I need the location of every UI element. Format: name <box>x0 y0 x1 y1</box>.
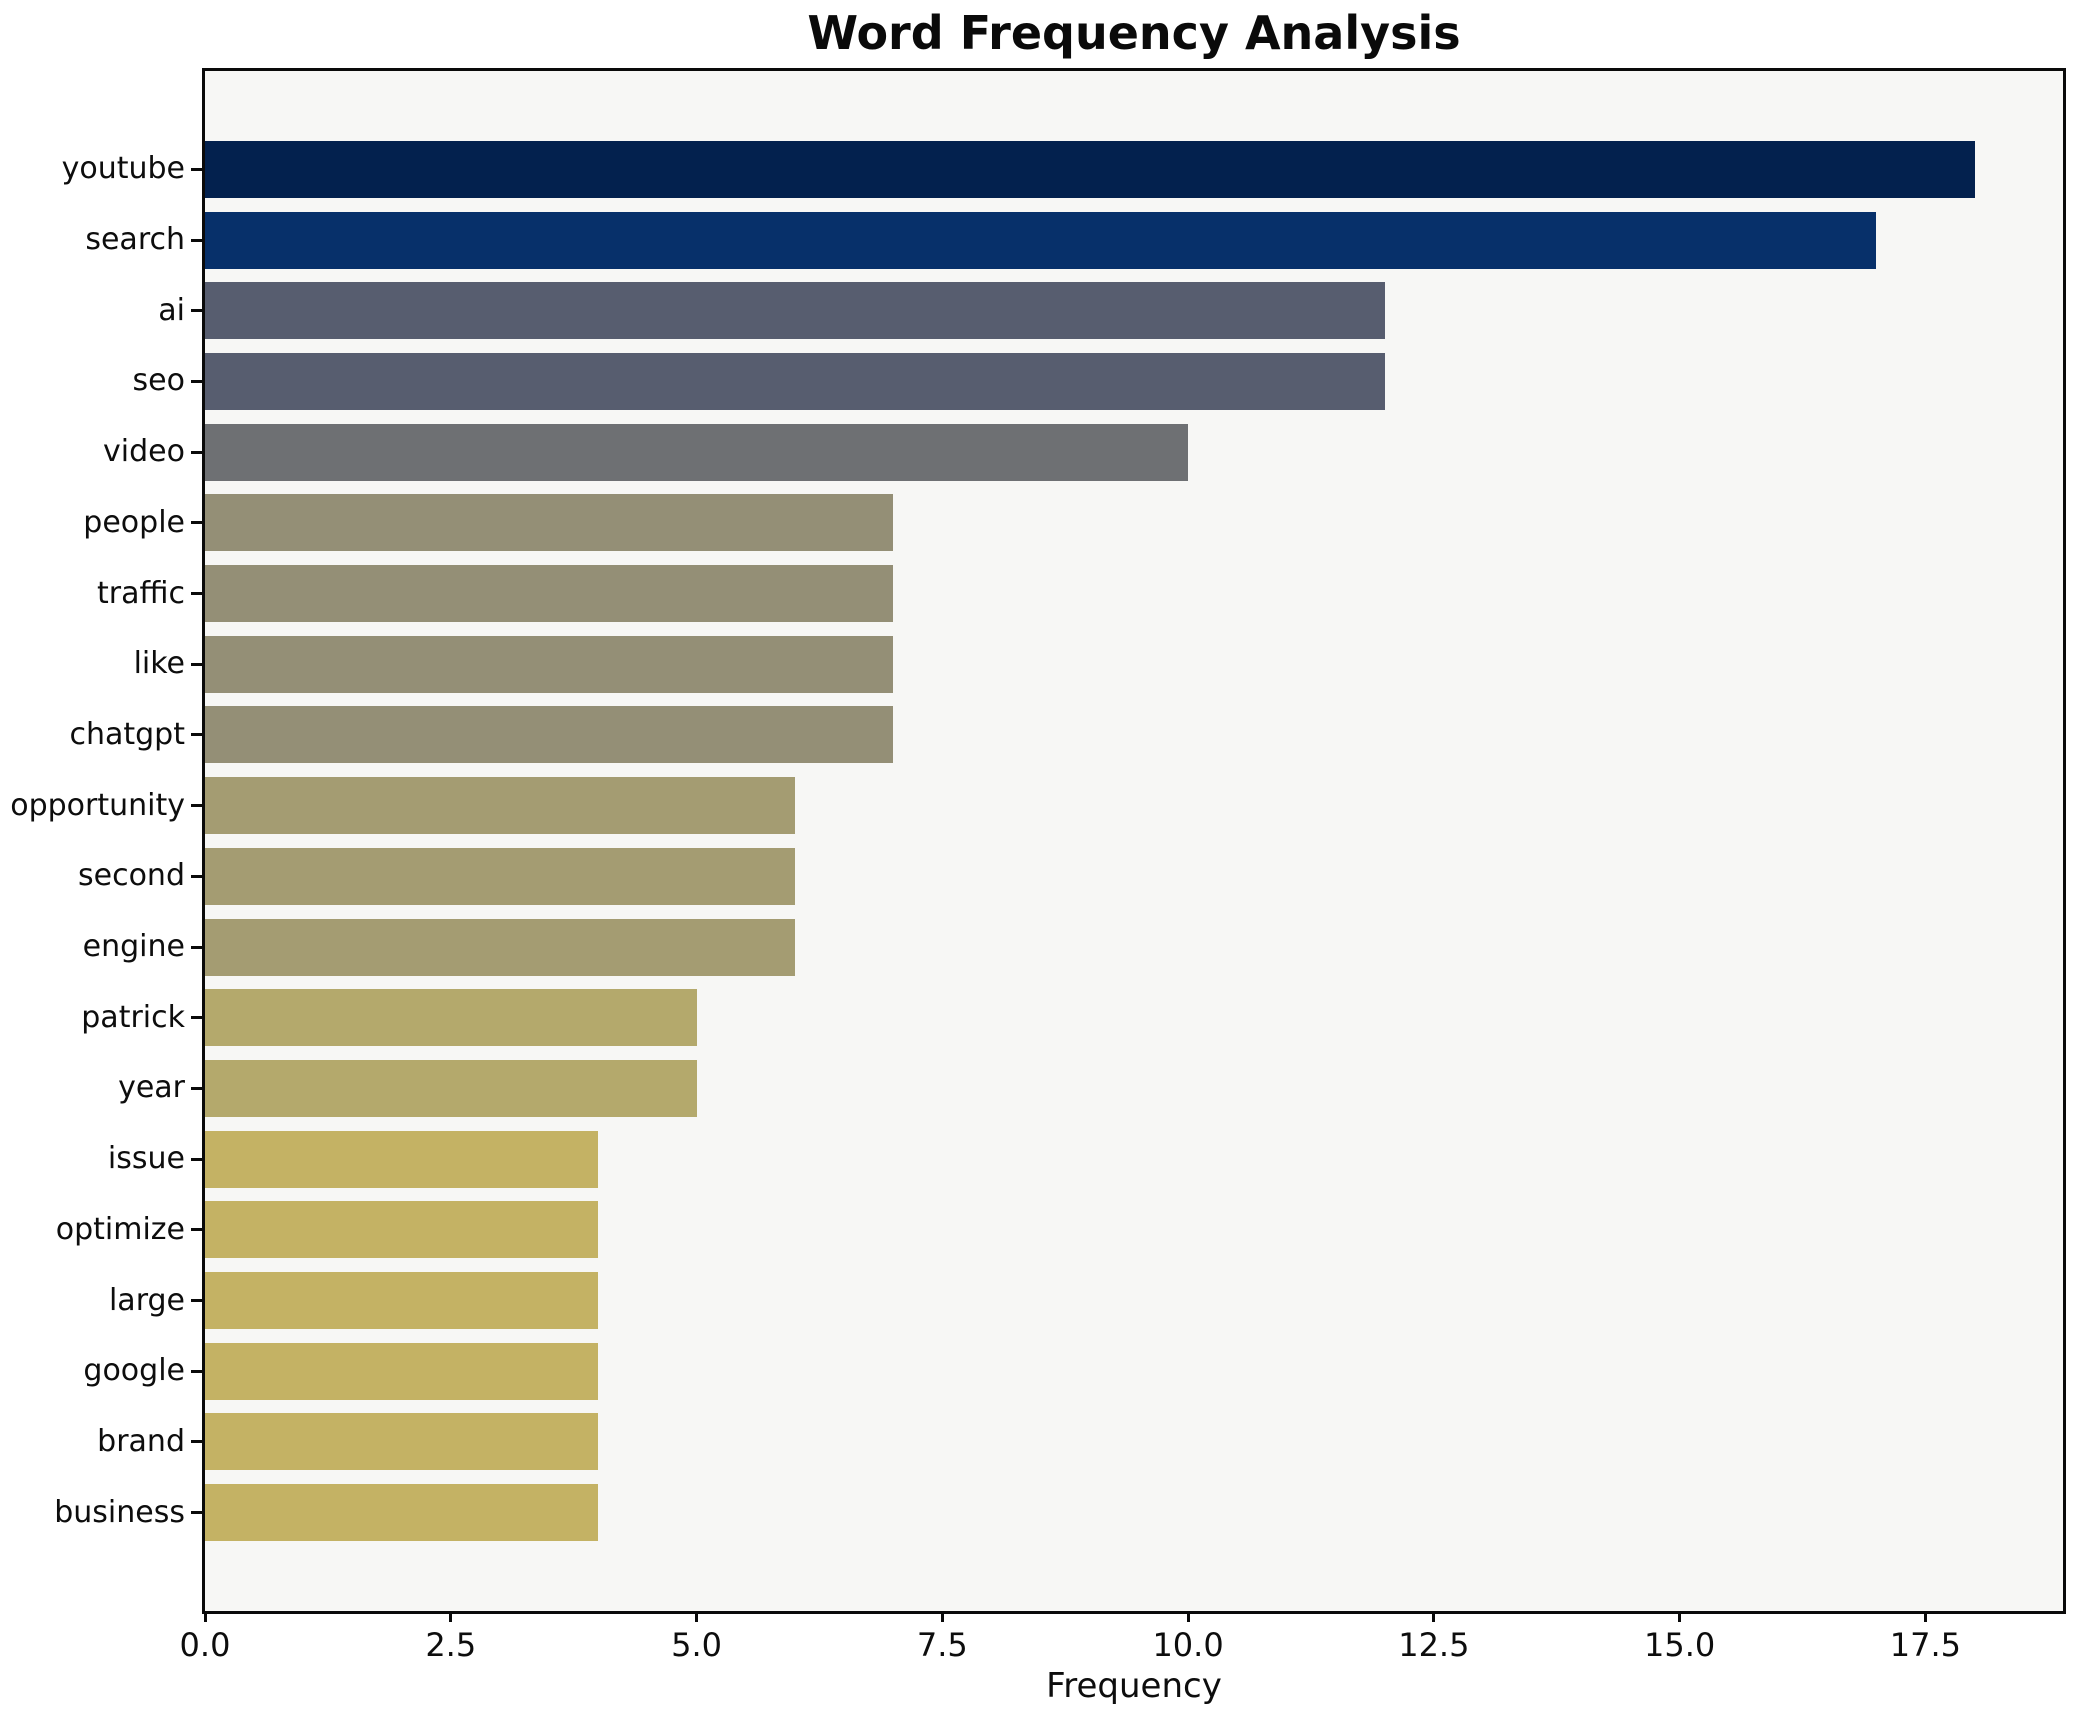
x-tick-label-7.5: 7.5 <box>916 1626 968 1664</box>
y-tick-label-chatgpt: chatgpt <box>69 716 185 752</box>
bar-brand <box>205 1413 599 1471</box>
y-tick-optimize <box>191 1228 202 1232</box>
x-tick-7.5 <box>940 1611 944 1622</box>
y-tick-label-people: people <box>83 504 185 540</box>
y-tick-label-traffic: traffic <box>97 575 185 611</box>
bar-like <box>205 635 894 693</box>
x-tick-10.0 <box>1186 1611 1190 1622</box>
y-tick-business <box>191 1511 202 1515</box>
bar-second <box>205 847 795 905</box>
y-tick-chatgpt <box>191 733 202 737</box>
x-tick-12.5 <box>1432 1611 1436 1622</box>
x-tick-label-5.0: 5.0 <box>671 1626 722 1664</box>
y-tick-label-year: year <box>118 1070 185 1106</box>
x-tick-label-17.5: 17.5 <box>1889 1626 1961 1664</box>
y-tick-opportunity <box>191 804 202 808</box>
y-tick-label-seo: seo <box>132 363 185 399</box>
x-tick-label-12.5: 12.5 <box>1398 1626 1470 1664</box>
x-tick-label-15.0: 15.0 <box>1643 1626 1716 1664</box>
bar-traffic <box>205 565 894 622</box>
bar-opportunity <box>205 777 795 835</box>
bar-video <box>205 423 1189 481</box>
y-tick-label-youtube: youtube <box>61 151 185 187</box>
y-tick-label-brand: brand <box>97 1423 185 1459</box>
y-tick-large <box>191 1299 202 1302</box>
x-tick-5.0 <box>695 1611 699 1622</box>
y-tick-label-opportunity: opportunity <box>10 787 185 823</box>
bar-people <box>205 494 894 552</box>
y-tick-label-ai: ai <box>158 292 185 328</box>
y-tick-year <box>191 1086 202 1090</box>
y-tick-label-optimize: optimize <box>55 1211 185 1247</box>
bar-youtube <box>205 140 1975 198</box>
chart-title: Word Frequency Analysis <box>807 6 1461 60</box>
y-tick-label-business: business <box>54 1494 185 1530</box>
y-tick-ai <box>191 309 202 313</box>
y-tick-people <box>191 521 202 525</box>
bar-optimize <box>205 1201 599 1259</box>
x-tick-label-0.0: 0.0 <box>179 1626 231 1664</box>
y-tick-traffic <box>191 592 202 595</box>
y-tick-engine <box>191 945 202 949</box>
y-tick-label-patrick: patrick <box>81 999 185 1035</box>
y-tick-patrick <box>191 1016 202 1020</box>
x-tick-15.0 <box>1678 1611 1682 1622</box>
y-tick-label-second: second <box>78 858 185 894</box>
bar-year <box>205 1059 697 1117</box>
x-tick-label-2.5: 2.5 <box>425 1626 477 1664</box>
y-tick-label-google: google <box>83 1353 185 1389</box>
plot-area <box>205 71 2063 1611</box>
y-tick-label-video: video <box>103 434 185 470</box>
x-tick-0.0 <box>203 1611 207 1622</box>
bar-google <box>205 1342 599 1400</box>
x-tick-17.5 <box>1923 1611 1927 1622</box>
y-tick-second <box>191 874 202 878</box>
bar-search <box>205 211 1877 269</box>
x-tick-label-10.0: 10.0 <box>1152 1626 1224 1664</box>
x-tick-2.5 <box>449 1611 453 1622</box>
y-tick-label-large: large <box>108 1282 185 1318</box>
bar-chatgpt <box>205 706 894 764</box>
y-tick-brand <box>191 1440 202 1444</box>
y-tick-label-like: like <box>133 646 185 682</box>
y-tick-seo <box>191 379 202 383</box>
y-tick-label-search: search <box>85 222 185 257</box>
y-tick-label-issue: issue <box>107 1141 185 1177</box>
y-tick-issue <box>191 1157 202 1161</box>
bar-ai <box>205 282 1385 340</box>
y-tick-label-engine: engine <box>82 929 185 964</box>
bar-engine <box>205 918 795 976</box>
y-tick-video <box>191 450 202 454</box>
y-tick-youtube <box>191 167 202 171</box>
bar-large <box>205 1272 599 1329</box>
y-tick-search <box>191 238 202 242</box>
bar-patrick <box>205 989 697 1047</box>
bar-business <box>205 1484 599 1542</box>
y-tick-google <box>191 1369 202 1373</box>
bar-seo <box>205 352 1385 410</box>
y-tick-like <box>191 662 202 666</box>
bar-issue <box>205 1130 599 1188</box>
x-axis-title: Frequency <box>1046 1666 1222 1706</box>
